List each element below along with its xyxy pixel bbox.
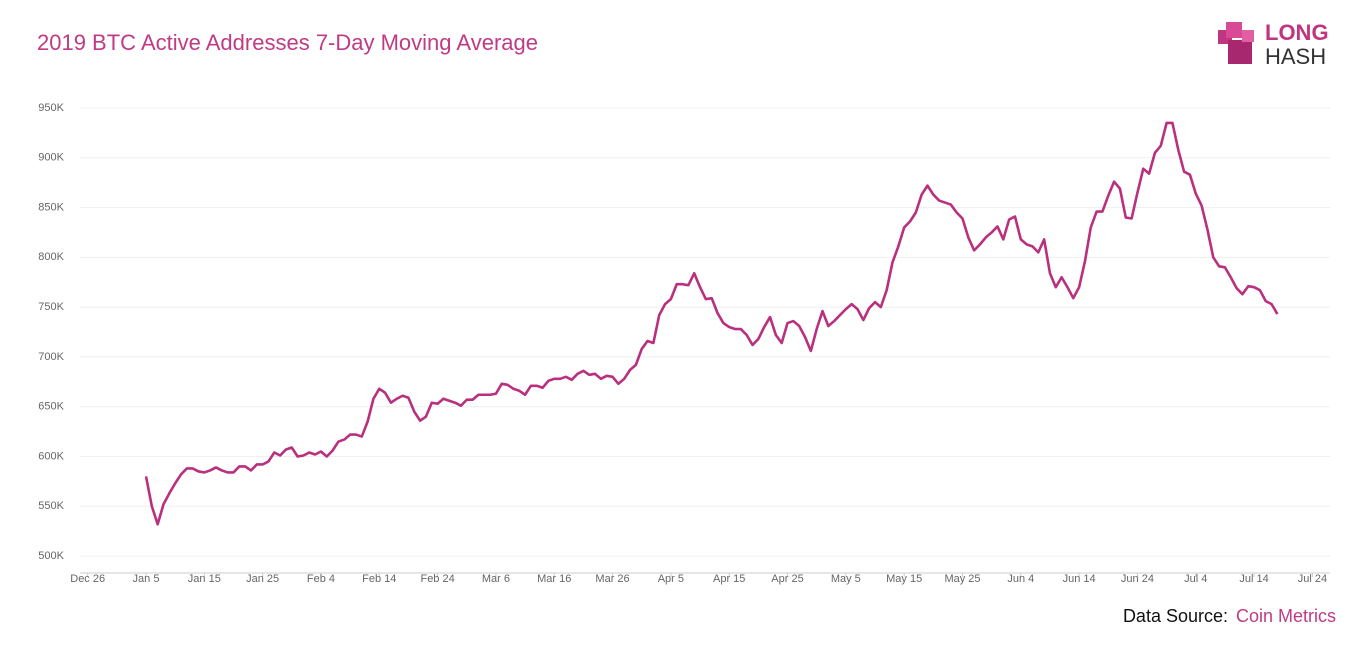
logo: LONG HASH [1218, 20, 1329, 69]
x-tick-label: Jan 5 [133, 573, 160, 585]
x-tick-label: Jul 14 [1239, 573, 1268, 585]
x-tick-label: Jun 4 [1007, 573, 1034, 585]
y-tick-label: 600K [38, 450, 64, 462]
x-tick-label: Jan 15 [188, 573, 221, 585]
y-tick-label: 550K [38, 500, 64, 512]
y-tick-label: 850K [38, 201, 64, 213]
x-tick-label: Mar 6 [482, 573, 510, 585]
y-tick-label: 950K [38, 102, 64, 114]
logo-block [1228, 40, 1252, 64]
y-tick-label: 800K [38, 251, 64, 263]
logo-text: LONG [1265, 20, 1329, 45]
logo-block [1242, 30, 1254, 42]
x-tick-label: Mar 26 [595, 573, 629, 585]
logo-block [1226, 22, 1242, 38]
source-name: Coin Metrics [1236, 606, 1336, 626]
data-line [144, 121, 1279, 526]
x-tick-label: Jul 4 [1184, 573, 1207, 585]
y-tick-label: 650K [38, 401, 64, 413]
y-tick-label: 500K [38, 550, 64, 562]
x-tick-label: Dec 26 [70, 573, 105, 585]
x-tick-label: Feb 24 [420, 573, 454, 585]
x-tick-label: Apr 5 [658, 573, 684, 585]
y-tick-label: 700K [38, 351, 64, 363]
y-tick-label: 750K [38, 301, 64, 313]
x-tick-label: Feb 4 [307, 573, 335, 585]
chart-title: 2019 BTC Active Addresses 7-Day Moving A… [37, 30, 538, 55]
logo-text: HASH [1265, 44, 1326, 69]
x-tick-label: Mar 16 [537, 573, 571, 585]
x-tick-label: Apr 15 [713, 573, 745, 585]
x-tick-label: May 5 [831, 573, 861, 585]
x-tick-label: Jan 25 [246, 573, 279, 585]
x-tick-label: Feb 14 [362, 573, 396, 585]
x-tick-label: Jun 14 [1063, 573, 1096, 585]
x-tick-label: Jul 24 [1298, 573, 1327, 585]
y-tick-label: 900K [38, 152, 64, 164]
x-tick-label: Jun 24 [1121, 573, 1154, 585]
x-tick-label: Apr 25 [771, 573, 803, 585]
x-tick-label: May 25 [944, 573, 980, 585]
x-tick-label: May 15 [886, 573, 922, 585]
source-label: Data Source: [1123, 606, 1228, 626]
